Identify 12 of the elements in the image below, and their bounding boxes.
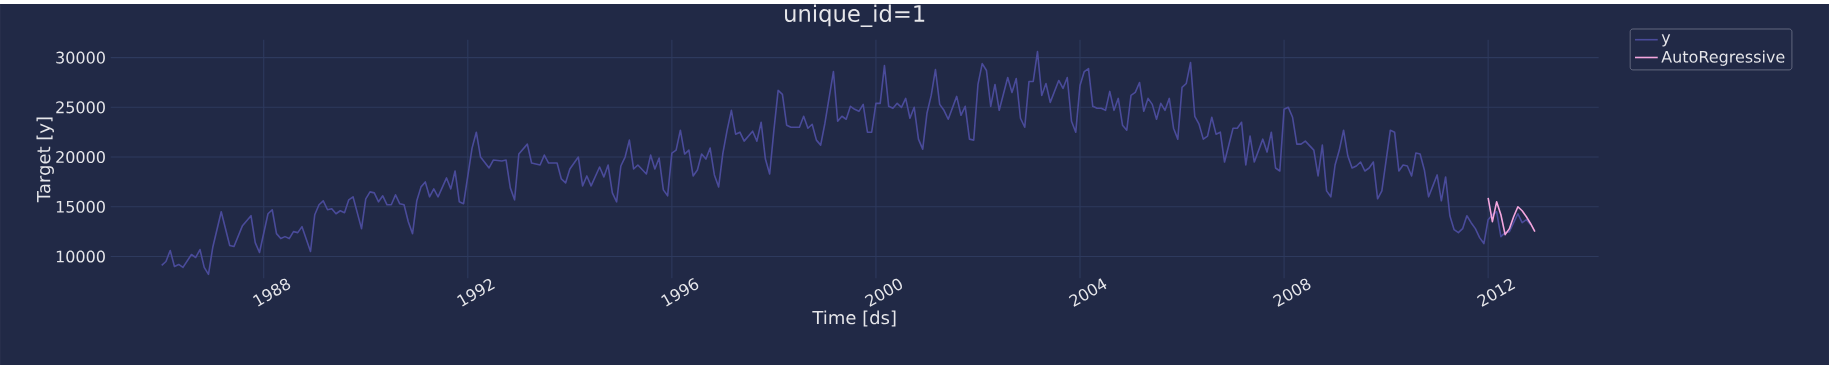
y-tick-label: 20000: [56, 150, 105, 164]
legend-label: y: [1661, 34, 1671, 47]
legend-label: AutoRegressive: [1661, 50, 1785, 66]
y-tick-label: 30000: [56, 51, 105, 64]
x-axis-title: Time [ds]: [812, 310, 896, 327]
chart-title: unique_id=1: [785, 4, 925, 27]
y-tick-label: 10000: [56, 250, 105, 263]
y-tick-label: 15000: [56, 200, 105, 213]
y-axis-title: Target [y]: [36, 117, 54, 203]
line-series: [160, 50, 1532, 276]
y-tick-label: 25000: [56, 101, 105, 114]
line-series: [1487, 197, 1536, 236]
